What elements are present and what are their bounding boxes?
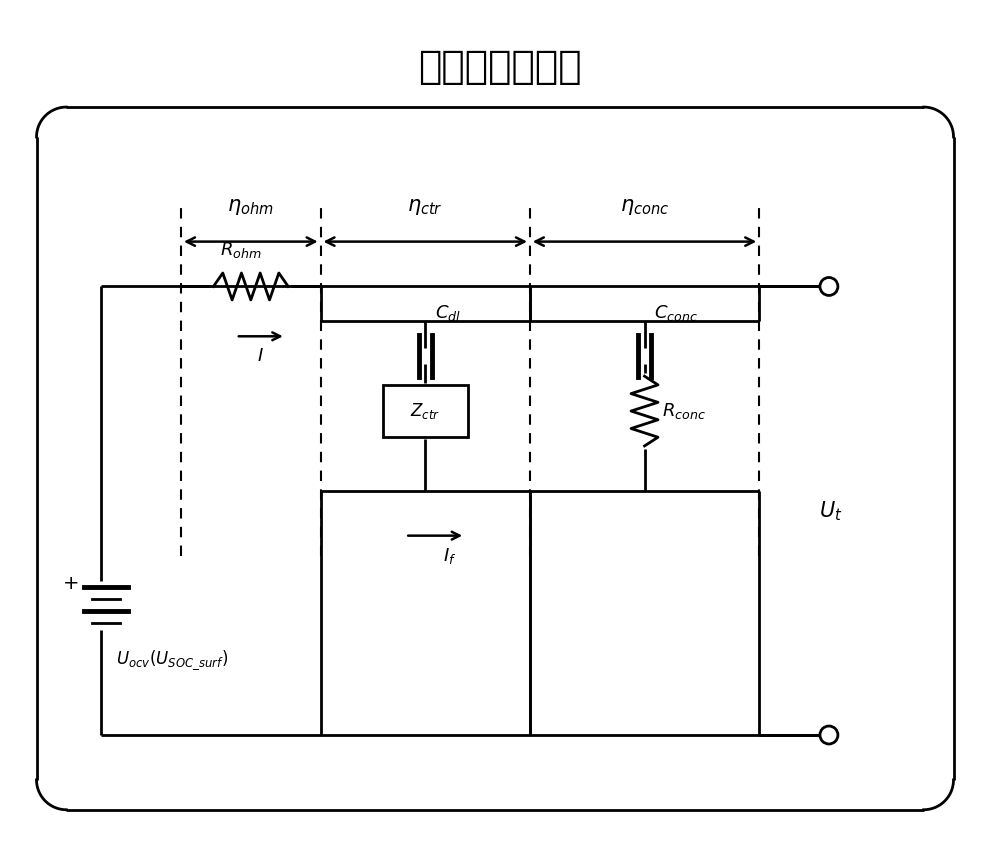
Text: $U_t$: $U_t$ bbox=[819, 499, 842, 522]
Text: $C_{dl}$: $C_{dl}$ bbox=[435, 303, 461, 324]
Text: $\eta_{ohm}$: $\eta_{ohm}$ bbox=[227, 197, 274, 217]
Text: $R_{ohm}$: $R_{ohm}$ bbox=[220, 240, 262, 259]
Circle shape bbox=[820, 277, 838, 295]
Circle shape bbox=[820, 726, 838, 744]
Text: $C_{conc}$: $C_{conc}$ bbox=[654, 303, 698, 324]
Text: $I_f$: $I_f$ bbox=[443, 545, 457, 566]
Text: $R_{conc}$: $R_{conc}$ bbox=[662, 401, 706, 421]
Text: $\eta_{ctr}$: $\eta_{ctr}$ bbox=[407, 197, 443, 217]
Text: $Z_{ctr}$: $Z_{ctr}$ bbox=[410, 401, 440, 421]
Bar bbox=[383, 385, 468, 437]
Text: $I$: $I$ bbox=[257, 348, 264, 366]
Text: $U_{ocv}(U_{SOC\_surf})$: $U_{ocv}(U_{SOC\_surf})$ bbox=[116, 649, 228, 672]
Text: $\eta_{conc}$: $\eta_{conc}$ bbox=[620, 197, 669, 217]
Text: +: + bbox=[63, 574, 80, 593]
Text: 端电压响应模拟: 端电压响应模拟 bbox=[418, 48, 582, 86]
